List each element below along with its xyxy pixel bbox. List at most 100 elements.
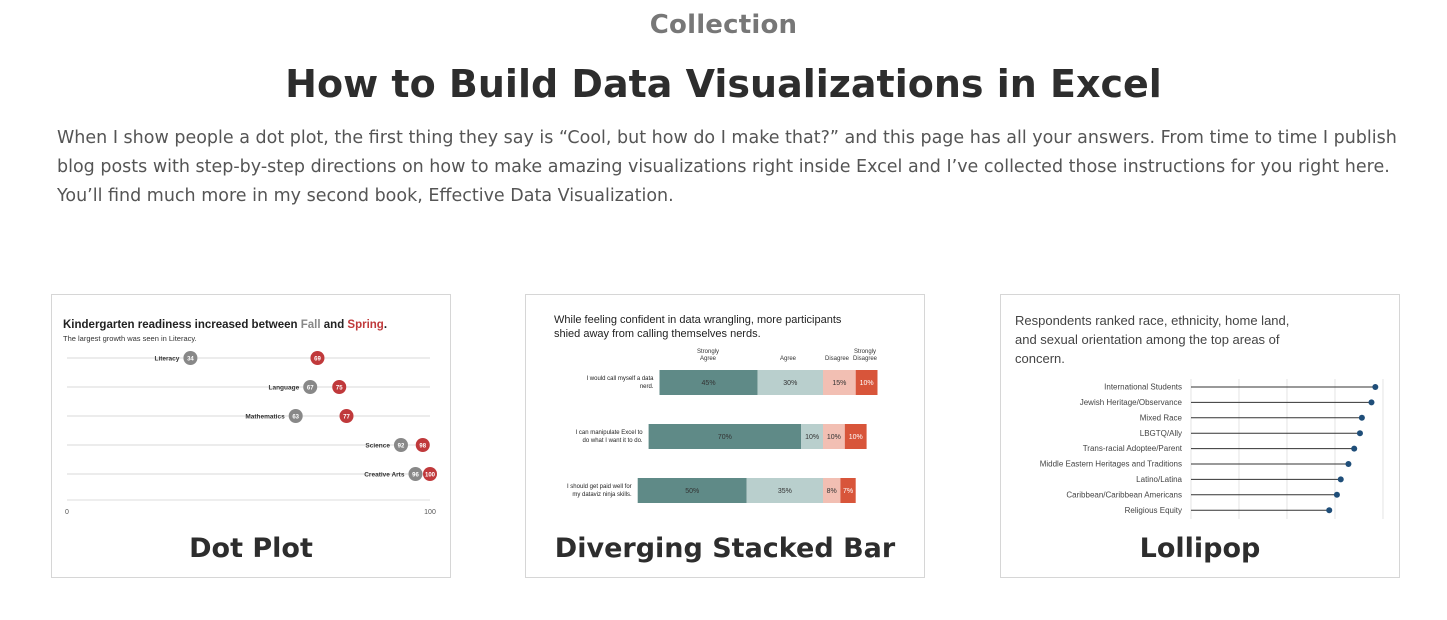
diverging-legend-label: Strongly Agree: [697, 349, 719, 362]
lollipop-dot: [1351, 445, 1358, 452]
diverging-segment: [746, 478, 823, 503]
dot-plot-fall-value: 34: [187, 356, 194, 362]
diverging-segment-value: 10%: [805, 434, 819, 441]
page-title: How to Build Data Visualizations in Exce…: [285, 62, 1162, 106]
dot-plot-fall-value: 63: [292, 414, 299, 420]
card-lollipop[interactable]: Respondents ranked race, ethnicity, home…: [1000, 294, 1400, 578]
diverging-segment: [823, 370, 856, 395]
diverging-segment: [659, 370, 758, 395]
diverging-segment: [855, 370, 878, 395]
lollipop-dot: [1326, 507, 1333, 514]
dot-plot-axis-max: 100: [424, 509, 436, 516]
diverging-bar-thumbnail[interactable]: While feeling confident in data wranglin…: [526, 295, 924, 525]
lollipop-label: Latino/Latina: [1136, 475, 1182, 484]
lollipop-thumbnail[interactable]: Respondents ranked race, ethnicity, home…: [1001, 295, 1399, 525]
dot-plot-fall-dot: [393, 438, 408, 452]
lollipop-thumb-title-line3: concern.: [1015, 351, 1065, 366]
lollipop-label: Religious Equity: [1125, 506, 1182, 515]
diverging-segment: [840, 478, 856, 503]
card-title-diverging-stacked-bar[interactable]: Diverging Stacked Bar: [554, 533, 896, 564]
diverging-row-label: I should get paid well for: [567, 484, 632, 490]
diverging-segment: [637, 478, 747, 503]
lollipop-dot: [1333, 491, 1340, 498]
lollipop-label: Mixed Race: [1140, 413, 1183, 422]
dot-plot-spring-dot: [339, 409, 354, 423]
diverging-segment-value: 10%: [827, 434, 841, 441]
dot-plot-spring-dot: [415, 438, 430, 452]
dot-plot-spring-value: 77: [343, 414, 350, 420]
dot-plot-thumb-subtitle: The largest growth was seen in Literacy.: [63, 334, 197, 343]
dot-plot-spring-dot: [332, 380, 347, 394]
dot-plot-spring-value: 69: [314, 356, 321, 362]
card-diverging-stacked-bar[interactable]: While feeling confident in data wranglin…: [525, 294, 925, 578]
diverging-segment: [823, 424, 845, 449]
diverging-rows: I would call myself a data nerd. 45% 30% 15%…: [567, 370, 878, 503]
lollipop-label: LBGTQ/Ally: [1140, 429, 1182, 438]
lollipop-dot: [1337, 476, 1344, 483]
lollipop-dot: [1358, 414, 1365, 421]
dot-plot-row-label: Science: [365, 443, 390, 450]
diverging-legend-label: Agree: [780, 356, 797, 362]
dot-plot-fall-dot: [408, 467, 423, 481]
lollipop-label: Trans-racial Adoptee/Parent: [1083, 444, 1183, 453]
dot-plot-spring-dot: [310, 351, 325, 365]
card-title-dot-plot[interactable]: Dot Plot: [189, 533, 313, 564]
diverging-segment-value: 70%: [718, 434, 732, 441]
diverging-thumb-title-line2: shied away from calling themselves nerds…: [554, 328, 761, 340]
diverging-segment-value: 50%: [685, 488, 699, 495]
diverging-row-label: I would call myself a data: [586, 376, 654, 382]
dot-plot-fall-value: 92: [398, 443, 405, 449]
diverging-row-label: I can manipulate Excel to: [576, 430, 644, 436]
dot-plot-row-label: Literacy: [154, 356, 179, 363]
diverging-segment-value: 15%: [832, 380, 846, 387]
card-title-lollipop[interactable]: Lollipop: [1139, 533, 1261, 564]
diverging-row-label: nerd.: [640, 384, 654, 390]
lollipop-label: International Students: [1104, 383, 1182, 392]
lollipop-dot: [1345, 461, 1352, 467]
collection-kicker: Collection: [649, 10, 798, 40]
dot-plot-row-label: Creative Arts: [364, 472, 405, 479]
dot-plot-thumbnail[interactable]: Kindergarten readiness increased between…: [52, 295, 450, 525]
dot-plot-fall-dot: [183, 351, 198, 365]
diverging-legend-label: Strongly Disagree: [853, 349, 878, 362]
diverging-legend-label: Disagree: [825, 356, 850, 362]
intro-paragraph: When I show people a dot plot, the first…: [57, 128, 1397, 206]
dot-plot-fall-dot: [303, 380, 318, 394]
dot-plot-fall-dot: [288, 409, 303, 423]
dot-plot-thumb-title: Kindergarten readiness increased between…: [63, 319, 387, 331]
diverging-thumb-title-line1: While feeling confident in data wranglin…: [554, 314, 842, 326]
card-dot-plot[interactable]: Kindergarten readiness increased between…: [51, 294, 451, 578]
dot-plot-spring-value: 75: [336, 385, 343, 391]
dot-plot-row-label: Mathematics: [245, 414, 285, 421]
diverging-row-label: do what I want it to do.: [583, 438, 643, 444]
diverging-row-label: my dataviz ninja skills.: [572, 492, 632, 498]
lollipop-dot: [1372, 384, 1379, 390]
diverging-segment-value: 45%: [702, 380, 716, 387]
lollipop-label: Jewish Heritage/Observance: [1080, 398, 1183, 407]
diverging-segment: [757, 370, 823, 395]
diverging-segment: [844, 424, 867, 449]
dot-plot-rows: Literacy 34 69 Language 67 75 Mathematics 63 77 S…: [67, 351, 437, 501]
diverging-segment-value: 10%: [849, 434, 863, 441]
lollipop-thumb-title-line2: and sexual orientation among the top are…: [1015, 332, 1280, 347]
dot-plot-row-label: Language: [269, 385, 300, 392]
dot-plot-fall-value: 96: [412, 472, 419, 478]
lollipop-rows: International Students Jewish Heritage/Ob…: [1040, 383, 1379, 515]
dot-plot-fall-value: 67: [307, 385, 314, 391]
diverging-segment-value: 35%: [778, 488, 792, 495]
lollipop-label: Caribbean/Caribbean Americans: [1066, 490, 1182, 499]
lollipop-label: Middle Eastern Heritages and Traditions: [1040, 460, 1182, 469]
diverging-segment-value: 10%: [860, 380, 874, 387]
lollipop-dot: [1356, 430, 1363, 437]
dot-plot-spring-value: 98: [419, 443, 426, 449]
dot-plot-axis-min: 0: [65, 509, 69, 516]
lollipop-thumb-title-line1: Respondents ranked race, ethnicity, home…: [1015, 313, 1289, 328]
dot-plot-spring-value: 100: [425, 472, 436, 478]
diverging-segment-value: 8%: [827, 488, 837, 495]
diverging-segment: [823, 478, 841, 503]
dot-plot-spring-dot: [423, 467, 437, 481]
diverging-segment: [801, 424, 823, 449]
diverging-segment-value: 7%: [843, 488, 853, 495]
diverging-segment-value: 30%: [783, 380, 797, 387]
